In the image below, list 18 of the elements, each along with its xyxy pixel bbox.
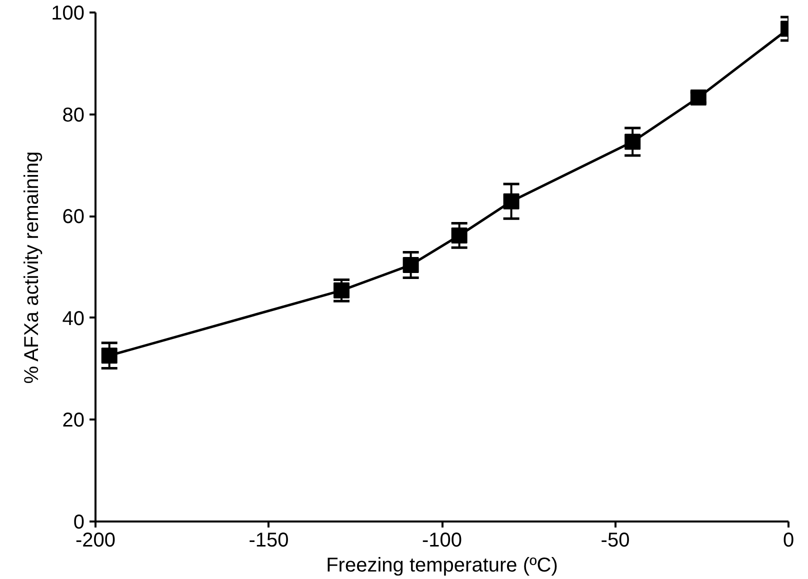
- x-tick-label: -100: [422, 530, 462, 552]
- y-tick-label: 60: [62, 206, 85, 228]
- y-tick-label: 100: [51, 2, 85, 24]
- point: [503, 193, 520, 210]
- x-tick-label: 0: [782, 530, 794, 552]
- y-tick-label: 40: [62, 308, 85, 330]
- point: [451, 227, 468, 244]
- point: [402, 256, 419, 273]
- point: [624, 134, 641, 150]
- y-axis-title: % AFXa activity remaining: [21, 151, 44, 384]
- x-tick-label: -50: [600, 530, 630, 552]
- point: [334, 282, 350, 298]
- point: [690, 90, 706, 106]
- y-tick-label: 20: [62, 410, 85, 432]
- x-tick-label: -150: [248, 530, 289, 552]
- x-axis-title: Freezing temperature (ºC): [326, 554, 558, 576]
- point: [101, 348, 118, 364]
- y-tick-label: 80: [62, 104, 85, 126]
